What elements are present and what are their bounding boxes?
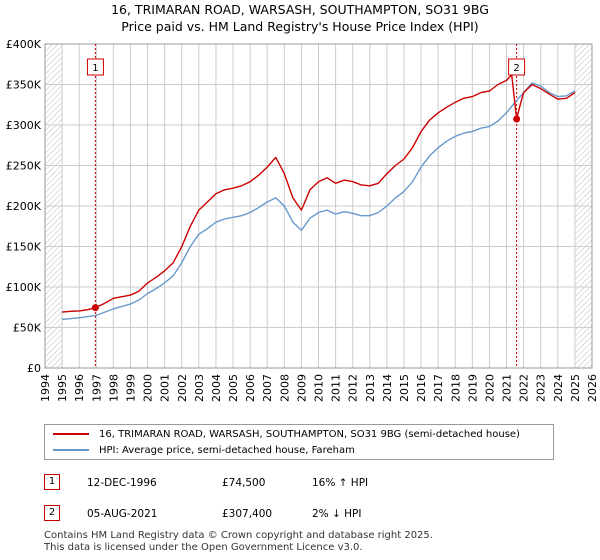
transaction-price: £307,400 [222,508,273,520]
x-tick-label: 2021 [501,374,514,402]
transaction-date: 05-AUG-2021 [87,508,158,520]
chart-subtitle: Price paid vs. HM Land Registry's House … [121,19,479,34]
x-tick-label: 2020 [483,374,496,402]
x-tick-label: 2022 [518,374,531,402]
annotation-label: 1 [92,63,98,74]
footer-copyright: Contains HM Land Registry data © Crown c… [44,530,433,541]
x-tick-label: 2000 [142,374,155,402]
price-chart: 1994 1995 1996 1997 1998 1999 2000 2001 2002 2003… [6,38,599,402]
x-tick-label: 2009 [295,374,308,402]
x-tick-label: 2014 [381,374,394,402]
transaction-number: 2 [44,505,60,521]
x-tick-label: 2002 [176,374,189,402]
x-tick-label: 2013 [364,374,377,402]
x-tick-label: 1995 [56,374,69,402]
chart-title: 16, TRIMARAN ROAD, WARSASH, SOUTHAMPTON,… [111,2,489,17]
y-tick-label: £50K [13,322,42,335]
y-tick-label: £150K [6,241,42,254]
x-tick-label: 2024 [552,374,565,402]
annotation-box [86,58,104,76]
transaction-date: 12-DEC-1996 [87,477,157,489]
x-tick-label: 1994 [39,374,52,402]
x-tick-label: 2011 [330,374,343,402]
legend-item-hpi: HPI: Average price, semi-detached house,… [53,443,355,459]
x-tick-label: 2023 [535,374,548,402]
x-tick-label: 2007 [261,374,274,402]
legend-item-property: 16, TRIMARAN ROAD, WARSASH, SOUTHAMPTON,… [53,427,520,443]
transaction-number: 1 [44,474,60,490]
x-tick-label: 2017 [432,374,445,402]
y-tick-label: £400K [6,38,42,51]
x-tick-label: 2015 [398,374,411,402]
x-tick-label: 1997 [90,374,103,402]
x-tick-label: 1996 [73,374,86,402]
y-tick-label: £100K [6,281,42,294]
x-tick-label: 1998 [107,374,120,402]
y-tick-label: £250K [6,160,42,173]
legend-label-property: 16, TRIMARAN ROAD, WARSASH, SOUTHAMPTON,… [99,429,520,440]
legend-swatch-hpi [53,449,89,451]
plot-frame [44,43,593,369]
y-tick-label: £0 [27,362,41,375]
transaction-point [91,304,99,312]
annotation-box [508,58,526,76]
legend-label-hpi: HPI: Average price, semi-detached house,… [99,445,355,456]
transaction-price: £74,500 [222,477,266,489]
x-tick-label: 2010 [313,374,326,402]
y-tick-label: £300K [6,119,42,132]
x-tick-label: 2005 [227,374,240,402]
x-tick-label: 2001 [159,374,172,402]
series-line [62,74,576,313]
legend: 16, TRIMARAN ROAD, WARSASH, SOUTHAMPTON,… [44,424,554,460]
footer-license: This data is licensed under the Open Gov… [44,542,363,553]
x-tick-label: 2025 [569,374,582,402]
x-tick-label: 2018 [449,374,462,402]
annotation-label: 2 [513,63,519,74]
transaction-point [513,115,521,123]
x-tick-label: 2019 [466,374,479,402]
y-tick-label: £350K [6,79,42,92]
y-tick-label: £200K [6,200,42,213]
series-line [62,82,576,321]
transaction-hpi-delta: 2% ↓ HPI [312,508,362,520]
x-tick-label: 2008 [278,374,291,402]
footer: Contains HM Land Registry data © Crown c… [44,530,433,554]
x-tick-label: 2006 [244,374,257,402]
transaction-hpi-delta: 16% ↑ HPI [312,477,369,489]
x-tick-label: 2012 [347,374,360,402]
legend-swatch-property [53,433,89,435]
x-tick-label: 1999 [124,374,137,402]
x-tick-label: 2016 [415,374,428,402]
x-tick-label: 2004 [210,374,223,402]
x-tick-label: 2026 [586,374,599,402]
x-tick-label: 2003 [193,374,206,402]
